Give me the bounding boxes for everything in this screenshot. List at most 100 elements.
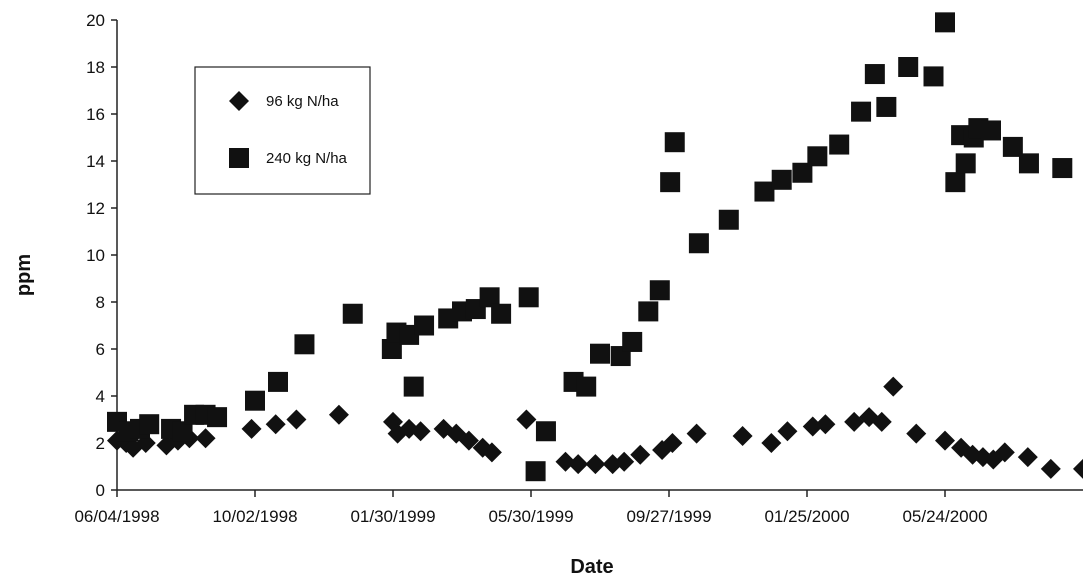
data-point-square	[923, 66, 944, 87]
data-point-diamond	[883, 376, 904, 397]
data-point-square	[981, 120, 1001, 141]
y-tick-label: 0	[96, 481, 105, 500]
data-point-diamond	[906, 423, 927, 444]
y-tick-label: 12	[86, 199, 105, 218]
legend: 96 kg N/ha 240 kg N/ha	[194, 66, 371, 195]
plot-area: 0 2 4 6 8 10 12 14 16 18 20 06/04/1998 10/02/1998 01…	[74, 11, 1083, 526]
data-point-diamond	[732, 425, 753, 446]
data-point-square	[660, 172, 681, 193]
x-tick-label: 05/24/2000	[902, 507, 987, 526]
legend-marker-square	[229, 148, 249, 168]
data-point-square	[638, 301, 659, 322]
x-tick-label: 10/02/1998	[212, 507, 297, 526]
data-point-diamond	[761, 433, 782, 453]
data-point-square	[792, 162, 813, 183]
y-tick-label: 4	[96, 387, 105, 406]
series-diamond	[107, 376, 1083, 479]
data-point-square	[898, 57, 919, 77]
data-point-square	[829, 134, 850, 155]
x-tick-label: 01/30/1999	[350, 507, 435, 526]
data-point-square	[864, 64, 885, 85]
data-point-diamond	[777, 421, 798, 442]
data-point-square	[622, 331, 643, 352]
data-point-diamond	[265, 414, 286, 435]
x-tick-label: 05/30/1999	[488, 507, 573, 526]
data-point-square	[245, 390, 265, 411]
data-point-diamond	[410, 421, 431, 442]
data-point-square	[342, 303, 363, 324]
data-point-diamond	[585, 454, 606, 475]
data-point-square	[754, 181, 775, 202]
data-point-square	[945, 172, 966, 193]
data-point-diamond	[568, 454, 589, 475]
y-tick-label: 6	[96, 340, 105, 359]
data-point-square	[491, 303, 512, 324]
data-point-square	[688, 233, 709, 254]
data-point-diamond	[994, 442, 1015, 463]
data-point-square	[576, 376, 597, 397]
data-point-square	[525, 461, 546, 482]
y-axis-title: ppm	[13, 254, 35, 296]
data-point-square	[851, 101, 872, 122]
data-point-square	[535, 421, 556, 442]
data-point-diamond	[871, 411, 892, 432]
data-point-diamond	[195, 428, 216, 449]
series-square	[107, 12, 1073, 482]
data-point-square	[139, 414, 160, 435]
data-point-diamond	[815, 414, 836, 435]
data-point-diamond	[286, 409, 307, 430]
data-point-diamond	[241, 418, 262, 439]
y-tick-label: 8	[96, 293, 105, 312]
data-point-square	[268, 371, 288, 392]
y-axis: 0 2 4 6 8 10 12 14 16 18 20	[86, 11, 118, 500]
data-point-square	[1018, 153, 1039, 174]
y-tick-label: 16	[86, 105, 105, 124]
legend-label: 240 kg N/ha	[266, 150, 348, 167]
legend-box	[194, 66, 371, 195]
data-point-diamond	[328, 404, 349, 425]
data-point-diamond	[555, 451, 576, 472]
data-points	[107, 12, 1083, 482]
x-axis: 06/04/1998 10/02/1998 01/30/1999 05/30/1999…	[74, 489, 1083, 526]
data-point-square	[403, 376, 424, 397]
y-tick-label: 14	[86, 152, 105, 171]
data-point-diamond	[516, 409, 537, 430]
data-point-diamond	[481, 442, 502, 463]
legend-label: 96 kg N/ha	[266, 93, 339, 110]
data-point-square	[590, 343, 610, 364]
data-point-diamond	[458, 430, 479, 451]
data-point-square	[771, 169, 792, 190]
data-point-diamond	[802, 416, 823, 437]
data-point-diamond	[614, 451, 635, 472]
data-point-diamond	[686, 423, 707, 444]
data-point-square	[876, 96, 897, 117]
data-point-square	[479, 287, 500, 308]
data-point-square	[718, 209, 739, 230]
data-point-square	[649, 280, 670, 301]
data-point-diamond	[1017, 447, 1038, 468]
data-point-square	[518, 287, 539, 308]
data-point-diamond	[844, 411, 865, 432]
data-point-square	[414, 315, 435, 336]
data-point-square	[664, 132, 685, 153]
data-point-diamond	[935, 430, 955, 451]
x-axis-title: Date	[570, 556, 613, 578]
data-point-diamond	[1040, 458, 1061, 479]
data-point-square	[935, 12, 955, 33]
data-point-square	[172, 421, 193, 442]
data-point-diamond	[1073, 458, 1083, 479]
legend-marker-diamond	[229, 91, 249, 111]
data-point-square	[381, 339, 402, 359]
x-tick-label: 01/25/2000	[764, 507, 849, 526]
y-tick-label: 2	[96, 434, 105, 453]
data-point-diamond	[630, 444, 651, 465]
data-point-square	[807, 146, 828, 167]
data-point-square	[294, 334, 315, 355]
y-tick-label: 10	[86, 246, 105, 265]
data-point-square	[955, 153, 976, 174]
data-point-square	[1002, 136, 1023, 157]
y-tick-label: 18	[86, 58, 105, 77]
x-tick-label: 09/27/1999	[626, 507, 711, 526]
data-point-square	[207, 407, 228, 428]
